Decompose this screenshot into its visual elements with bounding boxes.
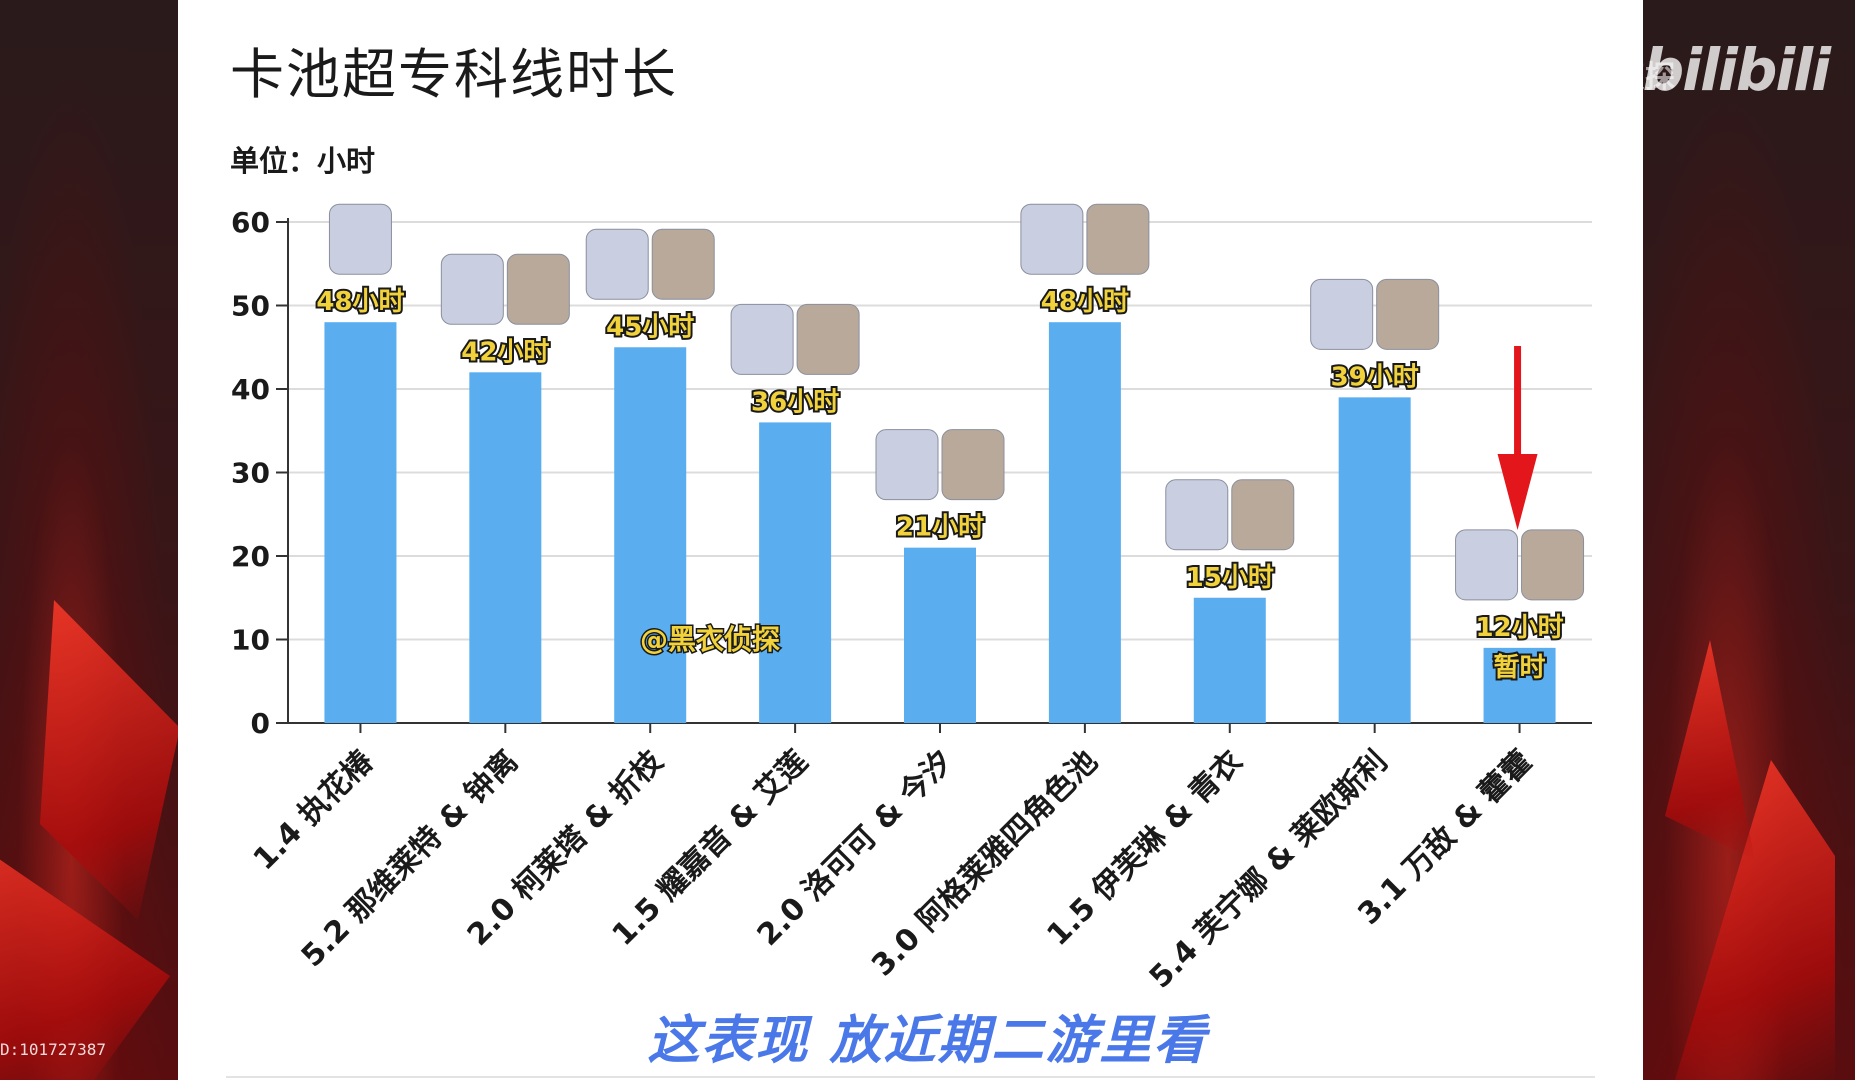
character-portrait — [941, 429, 1005, 501]
character-portrait — [1521, 529, 1585, 601]
character-avatar-group — [1455, 529, 1585, 601]
data-label: 36小时 — [751, 387, 839, 417]
data-label: 12小时 — [1475, 613, 1563, 643]
video-id: D:101727387 — [0, 1040, 106, 1059]
y-tick-label: 0 — [251, 707, 270, 740]
character-portrait — [875, 429, 939, 501]
character-avatar-group — [730, 303, 860, 375]
bar — [1338, 397, 1411, 723]
y-tick-label: 10 — [231, 624, 270, 657]
data-label: 39小时 — [1331, 362, 1419, 392]
bar — [1193, 597, 1266, 723]
character-portrait — [651, 228, 715, 300]
chart-title: 卡池超专科线时长 — [230, 43, 678, 106]
character-avatar-group — [328, 203, 392, 275]
bar — [1483, 647, 1556, 723]
character-portrait — [328, 203, 392, 275]
character-portrait — [1455, 529, 1519, 601]
bar — [1048, 322, 1121, 723]
bar — [324, 322, 397, 723]
character-portrait — [1231, 479, 1295, 551]
author-handle: 黑衣侦探 — [666, 622, 781, 658]
bar — [904, 547, 976, 723]
character-portrait — [1020, 203, 1084, 275]
divider — [226, 1076, 1595, 1078]
background-right — [1643, 0, 1855, 1080]
bar — [469, 372, 542, 723]
site-watermark: 黑衣侦探 — [1555, 60, 1675, 95]
author-watermark: @黑衣侦探 — [638, 622, 781, 658]
character-portrait — [1376, 278, 1440, 350]
data-label: 45小时 — [606, 312, 694, 342]
data-label: 15小时 — [1186, 563, 1274, 593]
y-tick-label: 30 — [231, 457, 270, 490]
character-portrait — [506, 253, 570, 325]
y-tick-label: 40 — [231, 373, 270, 406]
background-left — [0, 0, 180, 1080]
bar — [614, 347, 687, 723]
data-label: 48小时 — [1041, 287, 1129, 317]
character-portrait — [1086, 203, 1150, 275]
character-portrait — [1310, 278, 1374, 350]
data-label: 42小时 — [461, 337, 549, 367]
character-avatar-group — [440, 253, 570, 325]
x-category-label: 5.4 芙宁娜 & 莱欧斯利 — [1143, 744, 1394, 995]
y-tick-label: 50 — [231, 290, 270, 323]
character-avatar-group — [585, 228, 715, 300]
bilibili-logo: bilibili — [1642, 36, 1831, 104]
data-label: 21小时 — [896, 513, 984, 543]
red-arrow-head — [1497, 454, 1538, 530]
unit-label: 单位：小时 — [230, 144, 376, 178]
data-label: 48小时 — [316, 287, 404, 317]
x-category-label: 1.4 执花椿 — [247, 743, 381, 877]
character-portrait — [440, 253, 504, 325]
character-portrait — [1165, 479, 1229, 551]
temporary-note-label: 暂时 — [1494, 652, 1546, 683]
bar — [759, 422, 832, 723]
y-tick-label: 20 — [231, 540, 270, 573]
video-subtitle: 这表现 放近期二游里看 — [646, 1010, 1208, 1073]
y-tick-label: 60 — [231, 206, 270, 239]
character-avatar-group — [1020, 203, 1150, 275]
character-avatar-group — [1310, 278, 1440, 350]
character-portrait — [796, 303, 860, 375]
character-portrait — [730, 303, 794, 375]
character-avatar-group — [1165, 479, 1295, 551]
character-avatar-group — [875, 429, 1005, 501]
character-portrait — [585, 228, 649, 300]
